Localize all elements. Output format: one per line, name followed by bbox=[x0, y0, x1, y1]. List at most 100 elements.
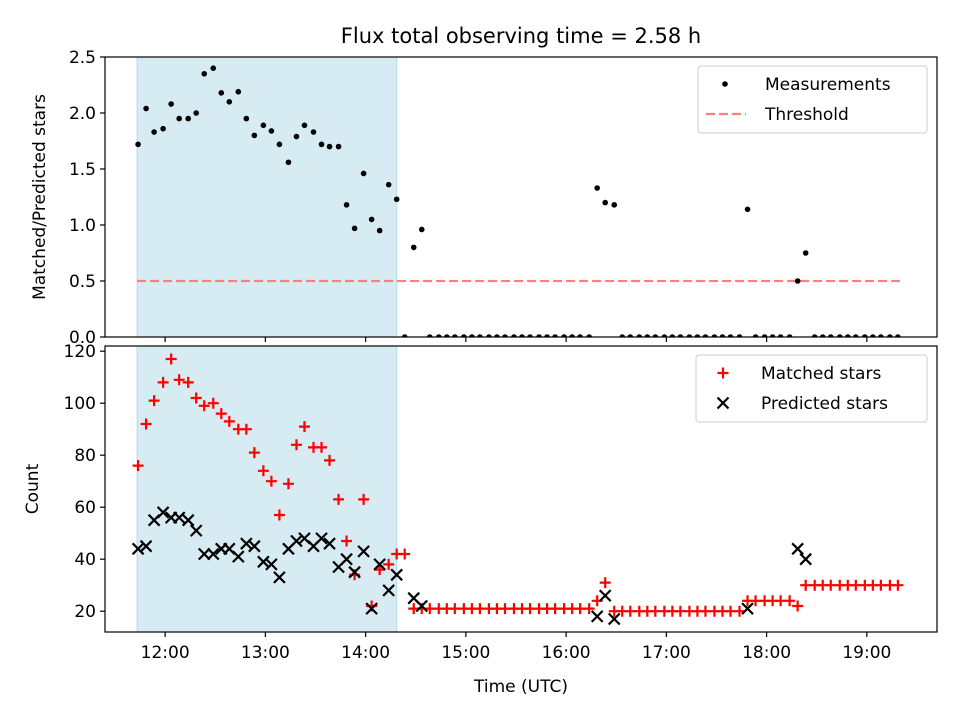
legend-box bbox=[697, 65, 928, 134]
measurement-point bbox=[777, 334, 784, 337]
matched-star-point bbox=[784, 595, 796, 607]
matched-star-point bbox=[333, 493, 345, 505]
predicted-star-point bbox=[232, 550, 245, 563]
measurement-point bbox=[376, 227, 383, 234]
x-axis-label: Time (UTC) bbox=[473, 677, 568, 697]
measurement-point bbox=[393, 196, 400, 203]
measurement-point bbox=[794, 278, 801, 284]
y-tick-label: 1.5 bbox=[69, 160, 96, 180]
matched-star-point bbox=[132, 460, 144, 472]
y-tick-label: 80 bbox=[74, 446, 96, 466]
predicted-star-point bbox=[240, 537, 253, 550]
measurement-point bbox=[511, 334, 517, 337]
observing-window-span bbox=[136, 346, 398, 632]
x-tick-label: 13:00 bbox=[241, 643, 290, 663]
series-predicted-stars bbox=[131, 506, 812, 626]
predicted-star-point bbox=[273, 571, 286, 584]
legend-label: Predicted stars bbox=[761, 394, 888, 414]
predicted-star-point bbox=[741, 602, 754, 615]
measurement-point bbox=[410, 244, 417, 251]
matched-star-point bbox=[157, 376, 169, 388]
measurement-point bbox=[368, 216, 375, 223]
y-tick-label: 120 bbox=[64, 342, 96, 362]
measurement-point bbox=[769, 334, 776, 337]
measurement-point bbox=[677, 334, 684, 337]
measurement-point bbox=[426, 334, 433, 337]
measurement-point bbox=[226, 99, 233, 105]
measurement-point bbox=[569, 334, 575, 337]
y-tick-label: 0.0 bbox=[69, 328, 96, 348]
measurement-point bbox=[185, 115, 191, 122]
measurement-point bbox=[619, 334, 626, 337]
matched-star-point bbox=[257, 465, 269, 477]
legend-label: Matched stars bbox=[761, 364, 881, 384]
matched-star-point bbox=[198, 400, 210, 412]
legend-plus-marker bbox=[717, 367, 729, 379]
matched-star-point bbox=[173, 374, 185, 386]
matched-star-point bbox=[341, 535, 353, 547]
measurement-point bbox=[802, 250, 809, 256]
predicted-star-point bbox=[415, 599, 429, 613]
predicted-star-point bbox=[290, 534, 303, 548]
measurement-point bbox=[218, 90, 225, 96]
y-tick-label: 0.5 bbox=[69, 272, 96, 292]
measurement-point bbox=[477, 334, 483, 337]
x-tick-label: 15:00 bbox=[441, 643, 490, 663]
measurement-point bbox=[552, 334, 558, 337]
legend: Measurements Threshold bbox=[697, 65, 928, 134]
measurement-point bbox=[243, 115, 250, 122]
measurement-point bbox=[343, 202, 350, 208]
measurement-point bbox=[669, 334, 676, 337]
top-panel-ratio: 0.0 0.5 1.0 1.5 2.0 2.5 Matched/Predicted star… bbox=[30, 48, 938, 348]
matched-star-point bbox=[248, 447, 260, 459]
predicted-star-point bbox=[607, 612, 621, 626]
matched-star-point bbox=[282, 478, 294, 490]
y-tick-label: 40 bbox=[74, 550, 96, 570]
matched-star-point bbox=[290, 439, 302, 451]
matched-star-point bbox=[240, 423, 252, 435]
measurement-point bbox=[326, 143, 333, 150]
predicted-star-point bbox=[172, 511, 186, 524]
y-tick-label: 20 bbox=[74, 602, 96, 622]
measurement-point bbox=[276, 141, 283, 148]
plot-area bbox=[135, 57, 901, 337]
measurement-point bbox=[486, 334, 492, 337]
legend-dot-marker bbox=[722, 81, 728, 87]
measurement-point bbox=[176, 115, 182, 122]
matched-star-point bbox=[182, 376, 194, 388]
measurement-point bbox=[887, 334, 893, 337]
matched-star-point bbox=[583, 603, 595, 615]
measurement-point bbox=[611, 202, 618, 208]
measurement-point bbox=[711, 334, 718, 337]
predicted-star-point bbox=[257, 555, 270, 569]
measurement-point bbox=[519, 334, 525, 337]
measurement-point bbox=[627, 334, 634, 337]
y-tick-label: 60 bbox=[74, 498, 96, 518]
measurement-point bbox=[661, 334, 668, 337]
y-axis-label: Matched/Predicted stars bbox=[30, 94, 50, 300]
measurement-point bbox=[335, 143, 342, 150]
measurement-point bbox=[786, 334, 793, 337]
measurement-point bbox=[360, 170, 367, 177]
matched-star-point bbox=[298, 421, 310, 433]
x-tick-label: 12:00 bbox=[141, 643, 190, 663]
measurement-point bbox=[702, 334, 709, 337]
measurement-point bbox=[160, 125, 166, 132]
measurement-point bbox=[836, 334, 843, 337]
measurement-point bbox=[235, 88, 242, 95]
x-tick-label: 16:00 bbox=[542, 643, 591, 663]
measurement-point bbox=[469, 334, 475, 337]
x-tick-label: 19:00 bbox=[842, 643, 891, 663]
measurement-point bbox=[752, 334, 759, 337]
measurement-point bbox=[436, 334, 442, 337]
predicted-star-point bbox=[365, 602, 378, 615]
measurement-point bbox=[401, 334, 408, 337]
predicted-star-point bbox=[340, 552, 353, 566]
x-tick-label: 17:00 bbox=[642, 643, 691, 663]
matched-star-point bbox=[599, 577, 611, 589]
measurement-point bbox=[895, 334, 901, 337]
bottom-panel-counts: 20 40 60 80 100 120 12:00 13:00 14:00 15:00 16:00 1… bbox=[23, 342, 938, 697]
series-measurements bbox=[135, 65, 901, 337]
measurement-point bbox=[736, 334, 743, 337]
